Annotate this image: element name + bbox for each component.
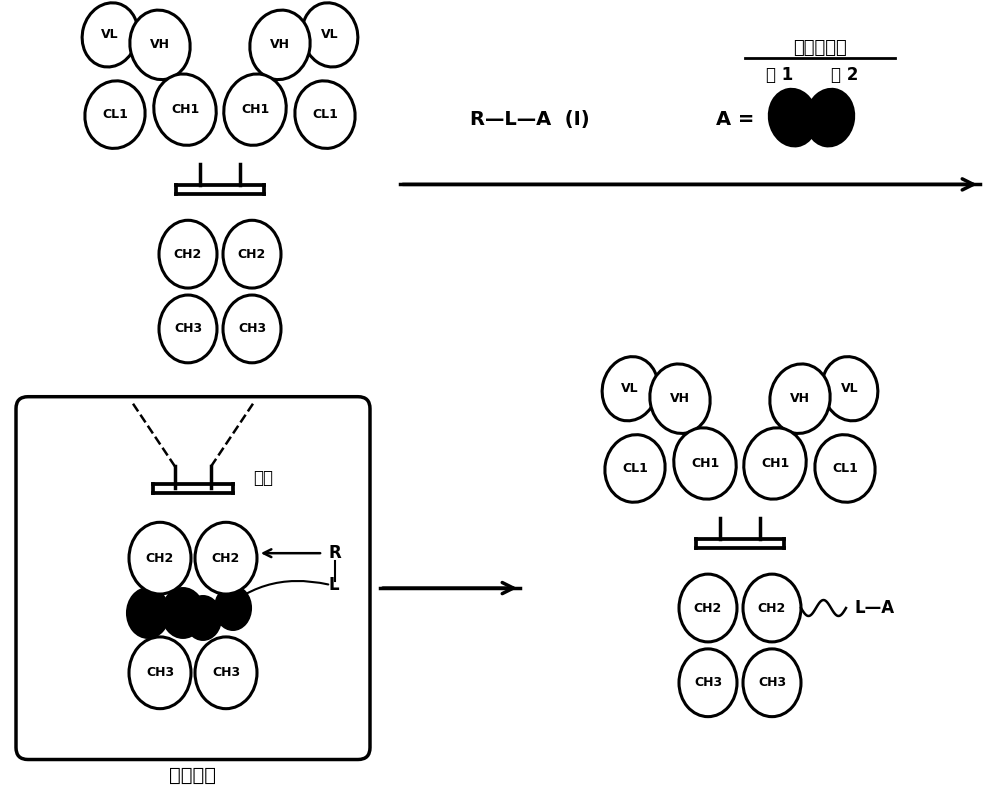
Text: 缀合反应: 缀合反应 <box>170 766 216 785</box>
Text: CH2: CH2 <box>694 601 722 615</box>
Ellipse shape <box>127 588 169 638</box>
Text: VH: VH <box>270 39 290 51</box>
Ellipse shape <box>130 10 190 79</box>
Text: 第 2: 第 2 <box>831 66 859 83</box>
Text: VH: VH <box>790 392 810 405</box>
Text: CH3: CH3 <box>694 676 722 689</box>
Text: R—L—A  (I): R—L—A (I) <box>470 110 590 129</box>
Ellipse shape <box>302 3 358 67</box>
Ellipse shape <box>85 81 145 149</box>
Text: CH1: CH1 <box>761 457 789 470</box>
Ellipse shape <box>215 586 251 630</box>
Ellipse shape <box>195 523 257 594</box>
Ellipse shape <box>743 648 801 717</box>
Text: CH1: CH1 <box>241 103 269 116</box>
Ellipse shape <box>744 428 806 499</box>
Bar <box>176 185 264 194</box>
Bar <box>153 484 233 493</box>
Text: CL1: CL1 <box>832 462 858 475</box>
Ellipse shape <box>679 575 737 642</box>
Text: VH: VH <box>150 39 170 51</box>
Ellipse shape <box>154 74 216 146</box>
Text: L—A: L—A <box>854 599 894 617</box>
Ellipse shape <box>223 220 281 288</box>
Ellipse shape <box>223 295 281 363</box>
Bar <box>696 539 784 548</box>
Ellipse shape <box>674 428 736 499</box>
Ellipse shape <box>605 434 665 502</box>
Ellipse shape <box>195 637 257 708</box>
Text: CL1: CL1 <box>312 108 338 121</box>
Text: A =: A = <box>716 110 754 129</box>
Text: VL: VL <box>841 382 859 395</box>
Text: CL1: CL1 <box>622 462 648 475</box>
Text: CH2: CH2 <box>212 552 240 564</box>
Text: CH1: CH1 <box>691 457 719 470</box>
Text: VL: VL <box>321 28 339 42</box>
Ellipse shape <box>159 295 217 363</box>
Ellipse shape <box>679 648 737 717</box>
Ellipse shape <box>769 89 817 146</box>
Ellipse shape <box>129 637 191 708</box>
FancyBboxPatch shape <box>16 397 370 759</box>
Ellipse shape <box>82 3 138 67</box>
Ellipse shape <box>806 89 854 146</box>
Ellipse shape <box>743 575 801 642</box>
Text: L: L <box>328 576 339 594</box>
Text: VL: VL <box>101 28 119 42</box>
Ellipse shape <box>250 10 310 79</box>
Text: R: R <box>328 544 341 562</box>
Ellipse shape <box>602 357 658 421</box>
Text: CH1: CH1 <box>171 103 199 116</box>
Ellipse shape <box>185 596 221 640</box>
Ellipse shape <box>822 357 878 421</box>
Text: CH3: CH3 <box>146 667 174 679</box>
Text: 第 1: 第 1 <box>766 66 794 83</box>
Text: CH3: CH3 <box>238 323 266 335</box>
Text: CH3: CH3 <box>212 667 240 679</box>
Ellipse shape <box>815 434 875 502</box>
Ellipse shape <box>650 364 710 434</box>
Text: CH2: CH2 <box>174 248 202 260</box>
Ellipse shape <box>162 588 204 638</box>
Text: CH2: CH2 <box>146 552 174 564</box>
Text: CL1: CL1 <box>102 108 128 121</box>
Text: CH2: CH2 <box>758 601 786 615</box>
Text: VH: VH <box>670 392 690 405</box>
Text: VL: VL <box>621 382 639 395</box>
Ellipse shape <box>159 220 217 288</box>
Ellipse shape <box>224 74 286 146</box>
Ellipse shape <box>770 364 830 434</box>
Text: 亲和性部分: 亲和性部分 <box>793 39 847 57</box>
Text: CH2: CH2 <box>238 248 266 260</box>
Text: CH3: CH3 <box>174 323 202 335</box>
Text: 反应: 反应 <box>253 469 273 487</box>
Ellipse shape <box>129 523 191 594</box>
Text: CH3: CH3 <box>758 676 786 689</box>
Ellipse shape <box>295 81 355 149</box>
